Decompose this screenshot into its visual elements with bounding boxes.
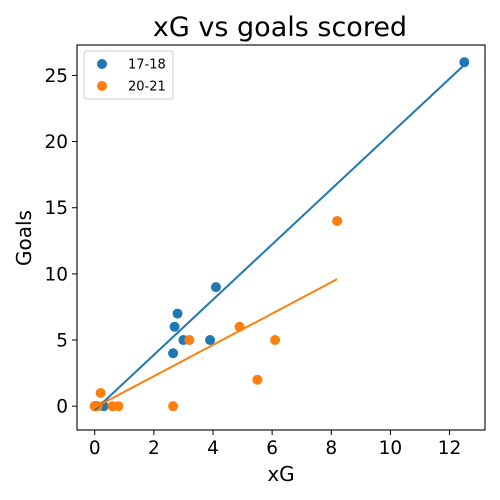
x-axis-label: xG	[267, 462, 294, 486]
axis-ticks: 0 2 4 6 8 10 12 0 5 10 15 20 25	[44, 66, 461, 459]
x-tick-label-8: 8	[325, 438, 337, 459]
x-tick-label-10: 10	[379, 438, 403, 459]
point-20-21-2	[95, 387, 106, 398]
point-17-18-9	[459, 57, 470, 68]
point-17-18-3	[168, 348, 179, 359]
chart-title: xG vs goals scored	[153, 12, 407, 43]
point-20-21-10	[332, 215, 343, 226]
point-20-21-4	[113, 401, 124, 412]
point-20-21-6	[184, 335, 195, 346]
point-17-18-4	[169, 321, 180, 332]
x-tick-label-12: 12	[438, 438, 462, 459]
legend-marker-17-18	[97, 59, 107, 69]
axes-frame	[76, 44, 486, 431]
y-tick-label-5: 5	[56, 331, 68, 352]
point-17-18-8	[210, 282, 221, 293]
point-20-21-9	[270, 335, 281, 346]
fit-line-20-21	[94, 278, 338, 409]
x-tick-label-0: 0	[89, 438, 101, 459]
y-tick-label-25: 25	[44, 66, 68, 87]
point-17-18-5	[172, 308, 183, 319]
point-20-21-8	[252, 374, 263, 385]
y-tick-label-20: 20	[44, 132, 68, 153]
y-tick-label-0: 0	[56, 397, 68, 418]
legend-marker-20-21	[97, 81, 107, 91]
legend-label-17-18: 17-18	[128, 58, 166, 73]
plot-area	[89, 57, 470, 412]
y-tick-label-10: 10	[44, 264, 68, 285]
fit-line-17-18	[94, 64, 465, 411]
legend-label-20-21: 20-21	[128, 80, 166, 95]
x-tick-label-6: 6	[266, 438, 278, 459]
point-17-18-7	[205, 335, 216, 346]
y-axis-label: Goals	[12, 210, 36, 266]
x-tick-label-4: 4	[207, 438, 219, 459]
x-tick-label-2: 2	[148, 438, 160, 459]
legend: 17-18 20-21	[83, 50, 174, 100]
y-tick-label-15: 15	[44, 198, 68, 219]
point-20-21-5	[168, 401, 179, 412]
